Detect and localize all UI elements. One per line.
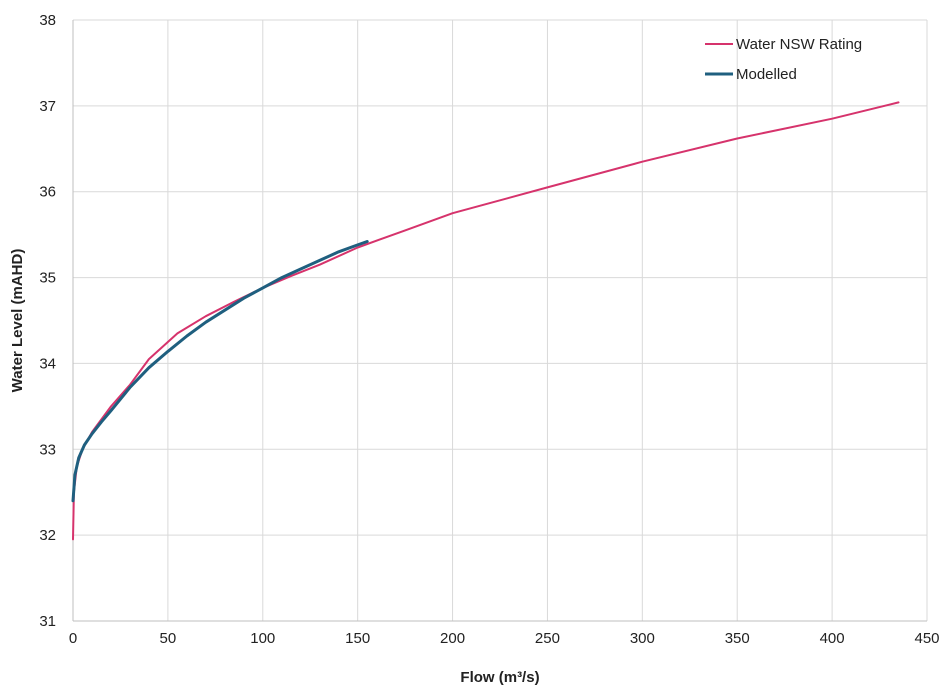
x-tick-label: 100 <box>250 630 275 647</box>
y-tick-label: 31 <box>39 613 56 630</box>
x-tick-label: 50 <box>160 630 177 647</box>
x-tick-label: 400 <box>820 630 845 647</box>
x-tick-label: 300 <box>630 630 655 647</box>
tick-labels: 0 50 100 150 200 250 300 350 400 450 31 32 33 34 35 36 3… <box>39 12 939 647</box>
y-tick-label: 37 <box>39 98 56 115</box>
series-line-modelled <box>71 240 369 503</box>
x-tick-label: 0 <box>69 630 77 647</box>
y-tick-label: 33 <box>39 441 56 458</box>
y-tick-label: 36 <box>39 184 56 201</box>
legend-label-water-nsw-rating: Water NSW Rating <box>736 36 862 53</box>
y-tick-label: 35 <box>39 270 56 287</box>
legend-label-modelled: Modelled <box>736 66 797 83</box>
x-tick-label: 200 <box>440 630 465 647</box>
grid <box>73 19 928 621</box>
axes <box>72 20 927 622</box>
x-tick-label: 450 <box>914 630 939 647</box>
y-tick-label: 38 <box>39 12 56 29</box>
x-tick-label: 150 <box>345 630 370 647</box>
series-lines <box>71 101 900 541</box>
y-axis-title: Water Level (mAHD) <box>9 249 26 393</box>
x-tick-label: 350 <box>725 630 750 647</box>
x-tick-label: 250 <box>535 630 560 647</box>
x-axis-title: Flow (m³/s) <box>460 669 539 686</box>
y-tick-label: 34 <box>39 355 56 372</box>
series-line-water-nsw-rating <box>72 101 900 541</box>
y-tick-label: 32 <box>39 527 56 544</box>
legend: Water NSW Rating Modelled <box>705 36 862 83</box>
